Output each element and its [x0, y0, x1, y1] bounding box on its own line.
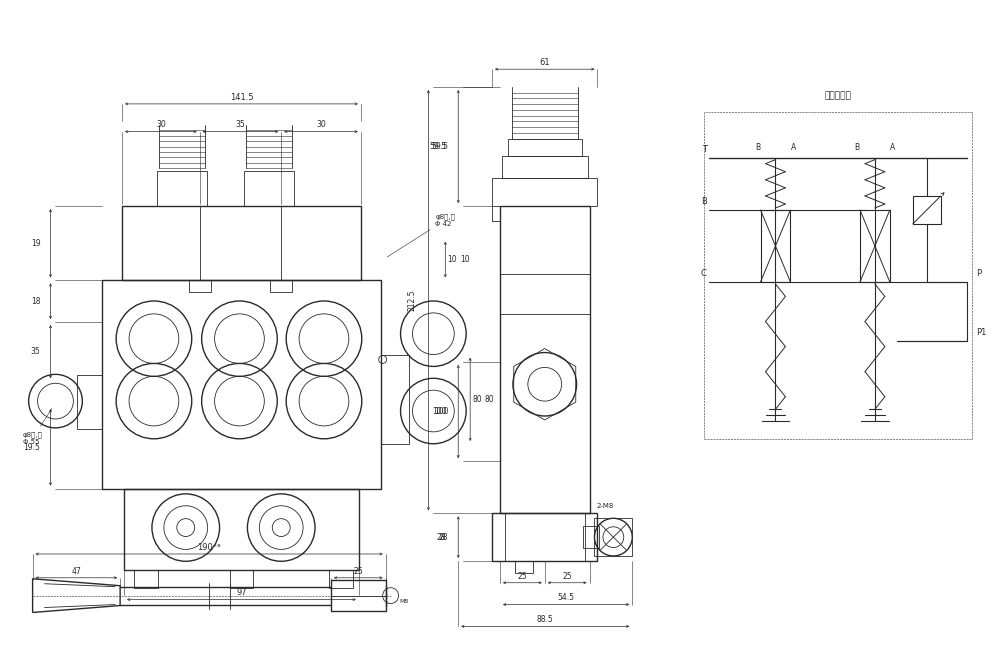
Bar — [500, 206, 590, 513]
Text: 190⁺⁸: 190⁺⁸ — [197, 542, 221, 551]
Bar — [860, 210, 890, 282]
Text: A: A — [791, 143, 796, 152]
Text: P1: P1 — [976, 328, 987, 337]
Text: T: T — [702, 144, 707, 154]
Text: 61: 61 — [539, 58, 550, 67]
Text: C: C — [701, 269, 707, 278]
Bar — [761, 210, 790, 282]
Bar — [244, 172, 294, 206]
Text: φ8孔,深
Φ 55: φ8孔,深 Φ 55 — [23, 408, 52, 445]
Bar — [77, 375, 102, 429]
Text: 25: 25 — [353, 566, 363, 575]
Bar — [134, 570, 158, 588]
Bar — [189, 281, 211, 292]
Text: 141.5: 141.5 — [230, 93, 253, 102]
Text: 25: 25 — [518, 571, 527, 580]
Text: 28: 28 — [437, 533, 446, 542]
Bar — [270, 281, 292, 292]
Text: 19.5: 19.5 — [24, 443, 41, 451]
Bar — [329, 570, 353, 588]
Polygon shape — [33, 579, 120, 613]
Text: 30: 30 — [156, 121, 166, 130]
Bar — [124, 488, 359, 570]
Text: 80: 80 — [484, 395, 494, 404]
Text: M8: M8 — [400, 599, 409, 604]
Bar — [381, 355, 409, 444]
Text: P: P — [976, 269, 981, 278]
Text: B: B — [755, 143, 760, 152]
Text: 28: 28 — [439, 533, 448, 542]
Text: 30: 30 — [316, 121, 326, 130]
Bar — [157, 172, 207, 206]
Text: 液压原理图: 液压原理图 — [825, 91, 852, 100]
Text: B: B — [854, 143, 860, 152]
Bar — [230, 570, 253, 588]
Bar — [331, 580, 386, 611]
Bar — [508, 139, 582, 157]
Text: 47: 47 — [71, 566, 81, 575]
Text: φ8孔,深
Φ 42: φ8孔,深 Φ 42 — [387, 213, 455, 257]
Text: 19: 19 — [31, 239, 41, 248]
Text: 97: 97 — [236, 588, 247, 597]
Text: 54.5: 54.5 — [558, 593, 575, 602]
Text: 35: 35 — [236, 121, 245, 130]
Text: 212.5: 212.5 — [407, 290, 416, 311]
Bar — [594, 519, 632, 556]
Text: 80: 80 — [472, 395, 482, 404]
Bar — [492, 178, 597, 206]
Text: A: A — [890, 143, 895, 152]
Text: 100: 100 — [432, 407, 446, 416]
Bar — [502, 157, 588, 178]
Text: B: B — [701, 197, 707, 206]
Bar — [102, 281, 381, 488]
Bar — [492, 513, 597, 561]
Bar — [583, 526, 599, 548]
Text: 100: 100 — [434, 407, 448, 416]
Text: 35: 35 — [31, 347, 41, 356]
Text: 10: 10 — [460, 255, 470, 264]
Text: 18: 18 — [31, 297, 41, 306]
Bar — [122, 206, 361, 281]
Text: 25: 25 — [562, 571, 572, 580]
Text: 88.5: 88.5 — [537, 615, 554, 624]
Bar — [515, 561, 533, 573]
Bar — [913, 196, 941, 224]
Text: 59.5: 59.5 — [429, 142, 446, 151]
Text: 59.5: 59.5 — [431, 142, 448, 151]
Text: 2-M8: 2-M8 — [596, 503, 614, 510]
Text: 10: 10 — [448, 255, 457, 264]
